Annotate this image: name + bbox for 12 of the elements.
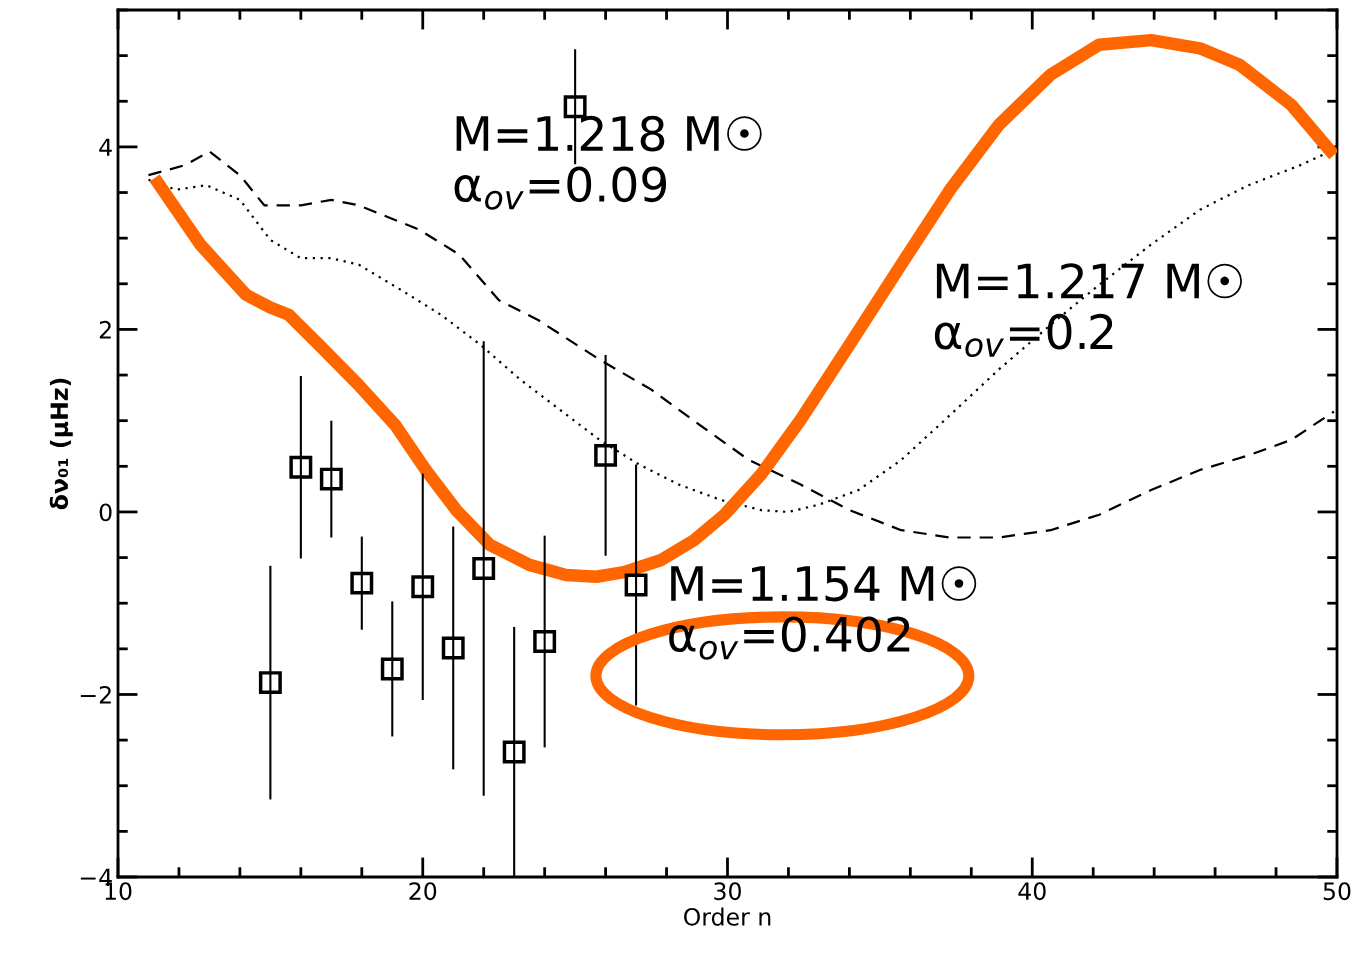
x-axis-title: Order n <box>684 907 771 926</box>
x-tick-label: 20 <box>409 882 437 901</box>
annotation: M=1.217 M☉ α$_{ov}$=0.2 <box>934 263 1242 358</box>
y-tick-label: 0 <box>99 503 112 522</box>
y-tick-label: −2 <box>80 685 111 704</box>
y-axis-title: δν₀₁ (μHz) <box>49 378 73 510</box>
x-tick-label: 30 <box>714 882 741 901</box>
x-tick-label: 50 <box>1323 882 1351 901</box>
x-tick-label: 40 <box>1018 882 1046 901</box>
y-tick-label: 4 <box>99 138 112 156</box>
y-tick-label: 2 <box>99 320 111 339</box>
annotation: M=1.154 M☉ α$_{ov}$=0.402 <box>669 566 977 660</box>
